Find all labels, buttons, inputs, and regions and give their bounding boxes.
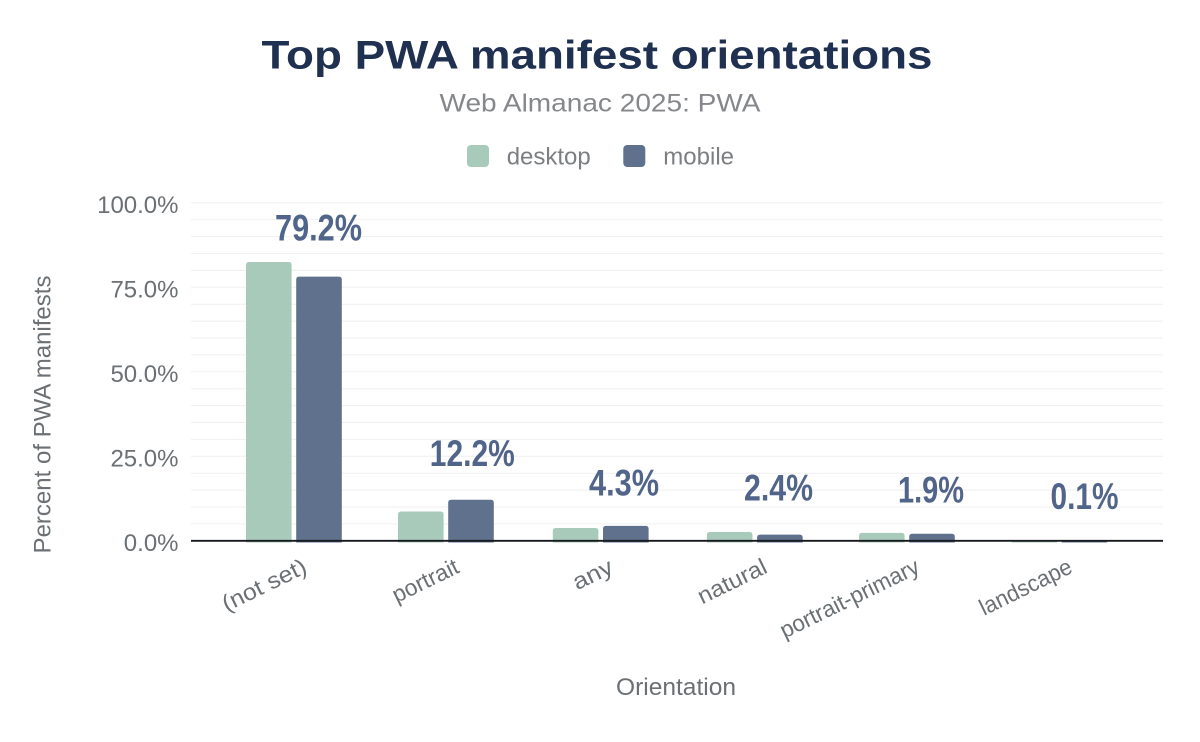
svg-text:100.0%: 100.0% bbox=[97, 192, 178, 219]
svg-text:desktop: desktop bbox=[507, 144, 591, 171]
svg-text:50.0%: 50.0% bbox=[110, 361, 178, 388]
svg-text:12.2%: 12.2% bbox=[430, 433, 515, 474]
svg-text:Orientation: Orientation bbox=[616, 674, 736, 701]
svg-text:25.0%: 25.0% bbox=[110, 445, 178, 472]
svg-text:2.4%: 2.4% bbox=[744, 467, 813, 508]
svg-text:75.0%: 75.0% bbox=[110, 276, 178, 303]
svg-text:Percent of PWA manifests: Percent of PWA manifests bbox=[30, 276, 57, 554]
svg-text:1.9%: 1.9% bbox=[898, 470, 964, 511]
svg-text:mobile: mobile bbox=[663, 144, 734, 171]
svg-text:0.1%: 0.1% bbox=[1051, 476, 1119, 517]
svg-text:0.0%: 0.0% bbox=[124, 530, 179, 557]
svg-text:Top PWA manifest orientations: Top PWA manifest orientations bbox=[262, 34, 933, 78]
svg-text:4.3%: 4.3% bbox=[589, 462, 659, 503]
svg-text:79.2%: 79.2% bbox=[275, 207, 362, 248]
svg-text:Web Almanac 2025: PWA: Web Almanac 2025: PWA bbox=[440, 89, 761, 117]
